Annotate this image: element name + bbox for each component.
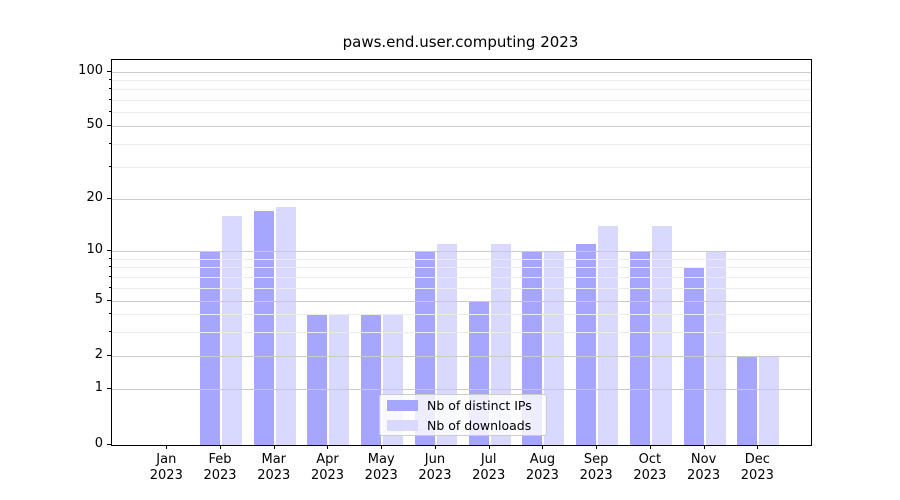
y-tick-label-100: 100 xyxy=(78,62,103,78)
bar-ips-feb xyxy=(200,251,221,445)
bar-downloads-nov xyxy=(705,251,726,445)
x-tick-mark xyxy=(757,445,759,449)
x-tick-mark xyxy=(703,445,705,449)
bar-downloads-feb xyxy=(222,215,243,445)
y-tick-label-50: 50 xyxy=(86,117,103,132)
y-minor-tick-mark xyxy=(109,88,111,90)
y-tick-mark xyxy=(107,300,111,301)
legend-swatch-downloads xyxy=(387,419,418,431)
y-tick-label-0: 0 xyxy=(94,436,103,451)
y-tick-label-1: 1 xyxy=(94,380,103,395)
y-minor-tick-mark xyxy=(109,275,111,277)
y-minor-tick-mark xyxy=(109,313,111,315)
legend-entry-downloads: Nb of downloads xyxy=(387,418,538,433)
y-tick-mark xyxy=(107,355,111,356)
y-minor-tick-mark xyxy=(109,286,111,288)
x-tick-mark xyxy=(488,445,490,449)
bar-downloads-oct xyxy=(651,225,672,445)
y-minor-tick-mark xyxy=(109,98,111,100)
legend-label-downloads: Nb of downloads xyxy=(427,417,532,433)
y-tick-mark xyxy=(107,125,111,126)
y-tick-mark xyxy=(107,444,111,445)
y-tick-mark xyxy=(107,198,111,199)
y-minor-tick-mark xyxy=(109,257,111,259)
y-tick-mark xyxy=(107,70,111,72)
bar-ips-dec xyxy=(737,356,758,445)
x-tick-label-jul: Jul 2023 xyxy=(472,452,506,483)
bar-ips-oct xyxy=(629,251,650,445)
legend-label-distinct-ips: Nb of distinct IPs xyxy=(427,397,532,413)
bar-ips-apr xyxy=(307,314,328,445)
x-tick-mark xyxy=(327,445,329,449)
legend: Nb of distinct IPs Nb of downloads xyxy=(379,394,547,436)
x-tick-mark xyxy=(649,445,651,449)
x-tick-label-apr: Apr 2023 xyxy=(310,452,345,483)
y-minor-tick-mark xyxy=(109,266,111,268)
x-tick-mark xyxy=(166,445,168,449)
chart-title: paws.end.user.computing 2023 xyxy=(342,33,579,51)
x-tick-mark xyxy=(542,445,544,449)
bar-downloads-sep xyxy=(598,225,619,445)
legend-swatch-distinct-ips xyxy=(387,399,418,411)
x-tick-label-oct: Oct 2023 xyxy=(633,452,667,483)
bar-downloads-aug xyxy=(544,251,565,445)
x-tick-label-jun: Jun 2023 xyxy=(418,452,452,483)
x-tick-mark xyxy=(381,445,383,449)
x-tick-label-jan: Jan 2023 xyxy=(149,452,183,483)
y-tick-label-20: 20 xyxy=(86,190,103,205)
y-minor-tick-mark xyxy=(109,330,111,332)
x-tick-label-may: May 2023 xyxy=(364,452,398,483)
x-tick-label-mar: Mar 2023 xyxy=(257,452,291,483)
x-tick-label-dec: Dec 2023 xyxy=(740,452,774,483)
x-tick-label-aug: Aug 2023 xyxy=(525,452,559,483)
y-tick-label-10: 10 xyxy=(86,242,103,257)
y-minor-tick-mark xyxy=(109,78,111,80)
bar-ips-sep xyxy=(576,243,597,445)
bar-downloads-apr xyxy=(329,314,350,445)
bars-layer xyxy=(112,60,811,445)
bar-downloads-dec xyxy=(759,356,780,445)
x-tick-label-sep: Sep 2023 xyxy=(579,452,613,483)
y-tick-mark xyxy=(107,388,111,389)
x-tick-mark xyxy=(273,445,275,449)
plot-area: Nb of distinct IPs Nb of downloads xyxy=(111,59,812,446)
x-tick-mark xyxy=(434,445,436,449)
y-minor-tick-mark xyxy=(109,165,111,167)
x-tick-label-feb: Feb 2023 xyxy=(203,452,237,483)
y-minor-tick-mark xyxy=(109,110,111,112)
bar-ips-mar xyxy=(253,211,274,445)
x-tick-mark xyxy=(596,445,598,449)
y-tick-mark xyxy=(107,250,111,251)
y-tick-label-2: 2 xyxy=(94,347,103,362)
y-tick-label-5: 5 xyxy=(94,292,103,307)
x-tick-mark xyxy=(220,445,222,449)
x-tick-label-nov: Nov 2023 xyxy=(687,452,721,483)
bar-ips-may xyxy=(361,314,382,445)
bar-ips-nov xyxy=(683,267,704,445)
legend-entry-distinct-ips: Nb of distinct IPs xyxy=(387,398,538,413)
bar-downloads-mar xyxy=(275,206,296,445)
y-minor-tick-mark xyxy=(109,142,111,144)
